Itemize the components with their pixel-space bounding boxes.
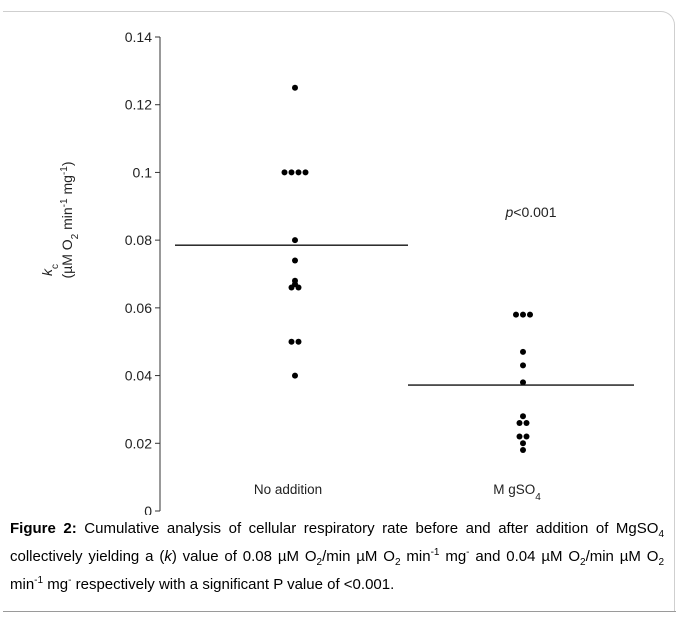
data-point xyxy=(295,169,302,176)
data-point xyxy=(288,169,295,176)
y-tick-label: 0.04 xyxy=(125,368,152,384)
data-point xyxy=(516,419,523,426)
y-tick-label: 0.12 xyxy=(125,97,152,113)
data-point xyxy=(513,311,519,318)
data-point xyxy=(520,413,526,420)
figure-caption: Figure 2: Cumulative analysis of cellula… xyxy=(10,520,664,593)
y-tick-label: 0.1 xyxy=(133,164,153,180)
data-point xyxy=(295,284,302,291)
data-point xyxy=(288,284,295,291)
data-point xyxy=(516,433,523,440)
data-point xyxy=(292,372,298,379)
caption-label: Figure 2: xyxy=(10,520,77,537)
category-label: No addition xyxy=(254,482,322,497)
y-axis-label: kc(µM O2 min-1 mg-1) xyxy=(39,161,81,278)
mean-lines xyxy=(175,244,634,386)
figure-bottom-rule xyxy=(3,611,676,612)
data-point xyxy=(295,338,302,345)
data-point xyxy=(288,338,295,345)
data-point xyxy=(523,419,530,426)
y-axis: 0 0.02 0.04 0.06 0.08 0.1 0.12 0.14 xyxy=(125,29,161,515)
data-point xyxy=(281,169,288,176)
data-point xyxy=(520,348,526,355)
data-point xyxy=(520,379,526,386)
y-axis-units: (µM O2 min-1 mg-1) xyxy=(59,161,81,278)
y-tick-label: 0.06 xyxy=(125,300,152,316)
data-point xyxy=(523,433,530,440)
p-value-annotation: p<0.001 xyxy=(504,204,556,220)
data-point xyxy=(520,362,526,369)
scatter-chart: 0 0.02 0.04 0.06 0.08 0.1 0.12 0.14 kc(µM O2 mi… xyxy=(39,29,634,515)
category-labels: No addition M gSO4 xyxy=(254,482,541,503)
y-tick-label: 0.14 xyxy=(125,29,152,45)
data-point xyxy=(302,169,309,176)
data-point xyxy=(520,311,526,318)
data-point xyxy=(292,237,298,244)
y-axis-symbol: kc xyxy=(39,264,61,276)
category-label: M gSO4 xyxy=(493,482,541,503)
data-point xyxy=(520,447,526,454)
data-points xyxy=(281,84,533,454)
y-tick-label: 0.02 xyxy=(125,435,152,451)
y-tick-label: 0.08 xyxy=(125,232,152,248)
data-point xyxy=(292,84,298,91)
data-point xyxy=(527,311,533,318)
figure-border xyxy=(3,11,675,612)
data-point xyxy=(520,440,526,447)
data-point xyxy=(292,257,298,264)
y-tick-label: 0 xyxy=(144,503,152,515)
